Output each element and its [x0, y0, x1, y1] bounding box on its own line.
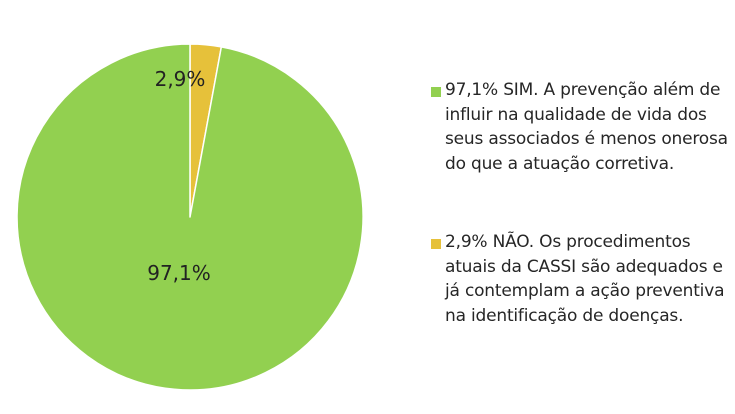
- legend-swatch-nao: [431, 239, 441, 249]
- pie-plot-area: 2,9% 97,1%: [16, 43, 364, 391]
- legend-label-nao: 2,9% NÃO. Os procedimentos atuais da CAS…: [445, 232, 725, 326]
- legend-label-sim: 97,1% SIM. A prevenção além de influir n…: [445, 80, 728, 174]
- slice-data-label-0: 2,9%: [155, 67, 206, 91]
- legend-swatch-sim: [431, 87, 441, 97]
- slice-data-label-1: 97,1%: [147, 261, 211, 285]
- pie-slice-1: [16, 43, 364, 391]
